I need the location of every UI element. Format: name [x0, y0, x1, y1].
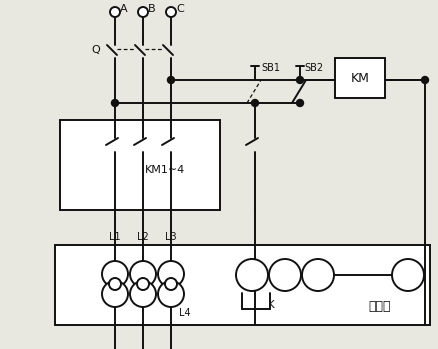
Circle shape [301, 259, 333, 291]
Text: KM: KM [350, 72, 369, 84]
Text: SB1: SB1 [261, 63, 280, 73]
Circle shape [296, 76, 303, 83]
Circle shape [138, 7, 148, 17]
Text: KM1~4: KM1~4 [145, 165, 185, 175]
Text: 1: 1 [403, 268, 411, 282]
Circle shape [158, 261, 184, 287]
Bar [55, 245, 429, 325]
Circle shape [166, 7, 176, 17]
Circle shape [391, 259, 423, 291]
Text: SB2: SB2 [304, 63, 323, 73]
Bar [334, 58, 384, 98]
Circle shape [236, 259, 267, 291]
Circle shape [110, 7, 120, 17]
Circle shape [251, 99, 258, 106]
Circle shape [102, 261, 128, 287]
Circle shape [158, 281, 184, 307]
Circle shape [130, 281, 155, 307]
Text: C: C [176, 4, 184, 14]
Text: K: K [267, 300, 274, 310]
Circle shape [102, 281, 128, 307]
Text: L4: L4 [179, 308, 191, 318]
Circle shape [137, 278, 148, 290]
Circle shape [420, 76, 427, 83]
Text: L3: L3 [165, 232, 177, 242]
Bar [60, 120, 219, 210]
Circle shape [296, 99, 303, 106]
Text: 保护器: 保护器 [368, 300, 390, 313]
Text: Q: Q [92, 45, 100, 55]
Text: 4: 4 [280, 268, 288, 282]
Text: 3: 3 [247, 268, 255, 282]
Text: B: B [148, 4, 155, 14]
Circle shape [109, 278, 121, 290]
Circle shape [268, 259, 300, 291]
Circle shape [130, 261, 155, 287]
Circle shape [165, 278, 177, 290]
Text: 2: 2 [313, 268, 321, 282]
Text: A: A [120, 4, 127, 14]
Text: L2: L2 [137, 232, 148, 242]
Text: L1: L1 [109, 232, 120, 242]
Circle shape [111, 99, 118, 106]
Circle shape [167, 76, 174, 83]
